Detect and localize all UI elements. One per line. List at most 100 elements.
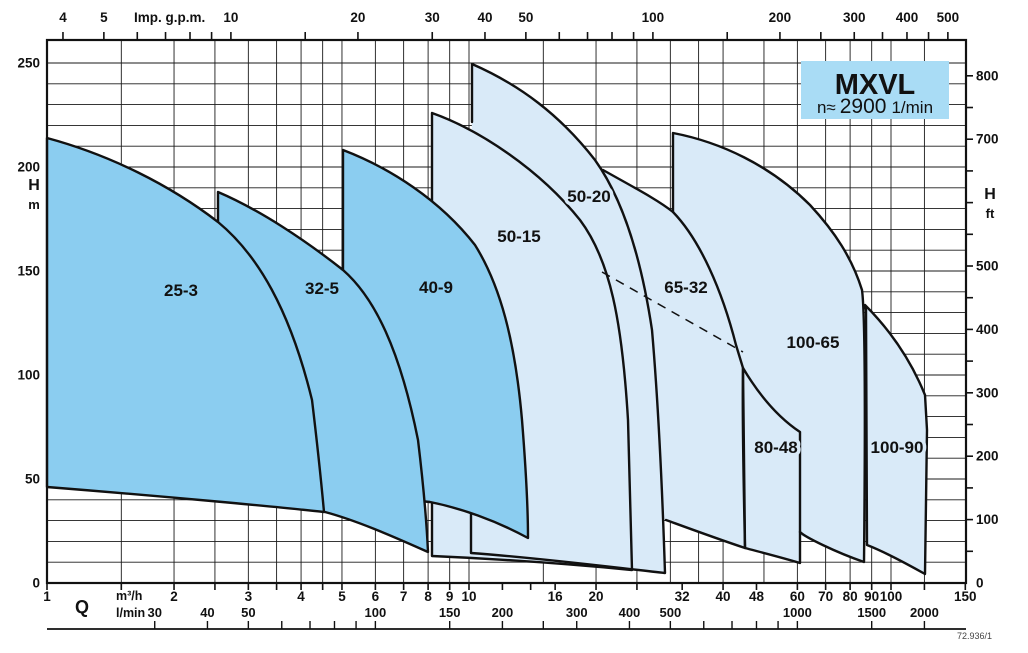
envelope-outline-65-32 xyxy=(601,168,747,550)
pump-series-name: MXVL xyxy=(835,69,916,101)
model-label-40-9: 40-9 xyxy=(419,278,453,297)
q-lmin-tick-label: 400 xyxy=(619,605,641,620)
pump-envelopes xyxy=(45,62,929,576)
gpm-tick-label: 5 xyxy=(100,10,108,25)
plot-frame xyxy=(45,38,968,585)
gpm-tick-label: 400 xyxy=(896,10,919,25)
q-lmin-tick-label: 40 xyxy=(200,605,214,620)
q-lmin-tick-label: 500 xyxy=(659,605,681,620)
q-lmin-tick-label: 2000 xyxy=(910,605,939,620)
envelope-outline-25-3 xyxy=(45,136,326,514)
title-box-background xyxy=(801,61,949,119)
right-axis-quantity: H xyxy=(984,186,996,203)
h-m-tick-label: 0 xyxy=(32,576,40,591)
q-lmin-tick-label: 1000 xyxy=(783,605,812,620)
h-ft-tick-label: 700 xyxy=(976,132,999,147)
drawing-number-watermark: 72.936/1 xyxy=(957,631,992,641)
q-m3h-tick-label: 150 xyxy=(954,589,977,604)
gpm-tick-label: 500 xyxy=(937,10,960,25)
gpm-tick-label: 10 xyxy=(223,10,238,25)
model-label-100-65: 100-65 xyxy=(787,333,840,352)
model-label-32-5: 32-5 xyxy=(305,279,339,298)
model-label-50-15: 50-15 xyxy=(497,227,540,246)
h-ft-tick-label: 0 xyxy=(976,576,984,591)
h-ft-tick-label: 800 xyxy=(976,68,999,83)
q-m3h-tick-label: 48 xyxy=(749,589,765,604)
q-lmin-tick-label: 50 xyxy=(241,605,255,620)
h-m-tick-label: 150 xyxy=(17,264,40,279)
h-m-tick-label: 50 xyxy=(25,472,40,487)
q-m3h-tick-label: 40 xyxy=(716,589,731,604)
model-label-80-48: 80-48 xyxy=(754,438,797,457)
h-ft-tick-label: 200 xyxy=(976,449,999,464)
model-label-100-90: 100-90 xyxy=(871,438,924,457)
envelope-outline-80-48 xyxy=(741,366,802,565)
q-m3h-tick-label: 90 xyxy=(864,589,879,604)
q-m3h-tick-label: 20 xyxy=(589,589,604,604)
q-lmin-tick-label: 300 xyxy=(566,605,588,620)
q-lmin-tick-label: 200 xyxy=(492,605,514,620)
bottom-axis-lmin: 30 40 50 100 150 200 300 400 500 1000 1500 2000 l/mi… xyxy=(47,605,966,630)
q-m3h-tick-label: 6 xyxy=(372,589,380,604)
q-lmin-tick-label: 100 xyxy=(365,605,387,620)
pump-speed-label: n≈ 2900 1/min xyxy=(817,95,933,118)
h-ft-tick-label: 400 xyxy=(976,322,999,337)
h-ft-tick-label: 100 xyxy=(976,512,999,527)
q-lmin-tick-label: 150 xyxy=(439,605,461,620)
h-m-tick-label: 200 xyxy=(17,160,40,175)
left-axis-meters: 0 50 100 150 200 250 Hm xyxy=(17,56,40,591)
left-axis-quantity: H xyxy=(28,177,40,194)
q-m3h-tick-label: 16 xyxy=(548,589,564,604)
q-m3h-tick-label: 2 xyxy=(170,589,178,604)
top-axis-title: Imp. g.p.m. xyxy=(134,10,205,25)
q-m3h-tick-label: 10 xyxy=(461,589,476,604)
q-m3h-tick-label: 1 xyxy=(43,589,51,604)
model-label-50-20: 50-20 xyxy=(567,187,610,206)
dashed-boundary-line xyxy=(601,271,744,353)
h-m-tick-label: 250 xyxy=(17,56,40,71)
envelope-outline-32-5 xyxy=(216,190,430,554)
gpm-tick-label: 20 xyxy=(350,10,365,25)
lmin-unit-label: l/min xyxy=(116,606,145,620)
gpm-tick-label: 40 xyxy=(477,10,492,25)
gpm-tick-label: 300 xyxy=(843,10,866,25)
gpm-tick-label: 100 xyxy=(642,10,665,25)
q-m3h-tick-label: 100 xyxy=(880,589,903,604)
q-lmin-tick-label: 1500 xyxy=(857,605,886,620)
q-m3h-tick-label: 7 xyxy=(400,589,408,604)
q-m3h-tick-label: 8 xyxy=(424,589,432,604)
envelope-outline-100-90 xyxy=(863,303,929,576)
left-axis-unit: m xyxy=(28,197,40,212)
h-ft-tick-label: 300 xyxy=(976,385,999,400)
gpm-tick-label: 50 xyxy=(518,10,533,25)
right-axis-unit: ft xyxy=(986,206,995,221)
gpm-tick-label: 4 xyxy=(59,10,67,25)
envelope-fill-80-48 xyxy=(743,368,800,563)
envelope-outline-50-15 xyxy=(430,111,634,572)
q-m3h-tick-label: 32 xyxy=(675,589,690,604)
h-ft-tick-label: 500 xyxy=(976,259,999,274)
q-m3h-tick-label: 9 xyxy=(446,589,454,604)
q-m3h-tick-label: 5 xyxy=(338,589,346,604)
gpm-tick-label: 30 xyxy=(425,10,440,25)
model-labels: 100-90 100-65 80-48 65-32 50-20 50-15 40-9 32-5… xyxy=(160,184,926,461)
h-m-tick-label: 100 xyxy=(17,368,40,383)
q-m3h-tick-label: 3 xyxy=(245,589,253,604)
right-axis-feet: 0 100 200 300 400 500 700 800 Hft xyxy=(966,68,999,591)
envelope-fill-25-3 xyxy=(47,138,324,512)
envelope-outline-40-9 xyxy=(341,148,530,540)
model-label-25-3: 25-3 xyxy=(164,281,198,300)
gpm-tick-label: 200 xyxy=(769,10,792,25)
q-m3h-tick-label: 80 xyxy=(843,589,858,604)
top-axis-gpm: 4 5 10 20 30 40 50 100 200 300 400 500 Imp. g.p.m. xyxy=(59,10,959,40)
model-label-65-32: 65-32 xyxy=(664,278,707,297)
q-m3h-tick-label: 70 xyxy=(818,589,833,604)
envelope-outline-50-20 xyxy=(469,62,667,575)
bottom-axis-quantity: Q xyxy=(75,597,89,617)
q-m3h-tick-label: 60 xyxy=(790,589,805,604)
envelope-fill-100-90 xyxy=(865,305,927,574)
